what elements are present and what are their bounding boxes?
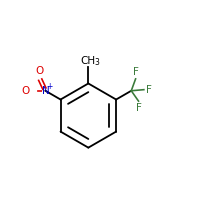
- Text: 3: 3: [95, 58, 100, 67]
- Text: F: F: [133, 67, 139, 77]
- Text: O: O: [35, 66, 43, 76]
- Text: +: +: [46, 82, 53, 91]
- Text: CH: CH: [80, 56, 95, 66]
- Text: N: N: [42, 86, 49, 96]
- Text: F: F: [136, 103, 141, 113]
- Text: O: O: [21, 86, 30, 96]
- Text: F: F: [146, 85, 152, 95]
